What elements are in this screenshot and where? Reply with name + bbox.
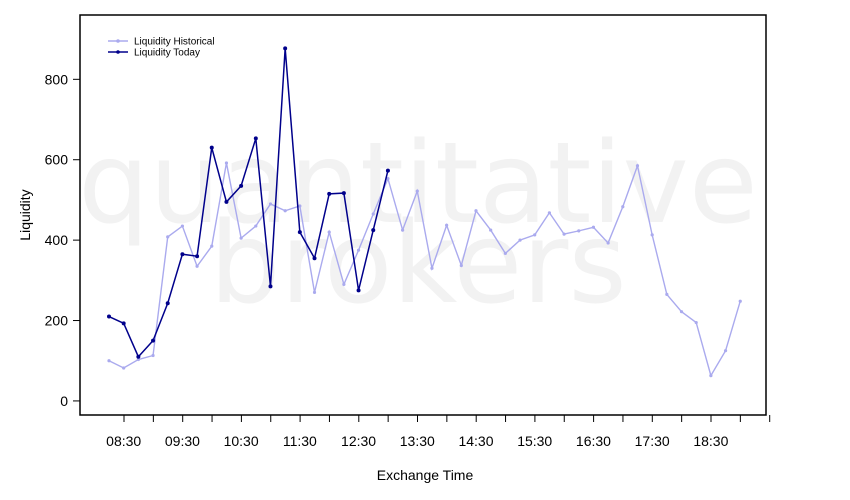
data-point (489, 228, 493, 232)
series-today (107, 46, 390, 359)
data-point (283, 46, 288, 51)
data-point (635, 164, 640, 168)
x-tick-label: 13:30 (400, 433, 435, 449)
data-point (312, 290, 317, 294)
data-point (195, 254, 200, 259)
data-point (151, 353, 155, 358)
data-point (165, 301, 170, 306)
data-point (533, 233, 537, 237)
data-point (166, 235, 170, 239)
data-point (298, 204, 302, 208)
y-axis-title: Liquidity (17, 189, 33, 240)
y-axis: 0 200 400 600 800 (45, 71, 80, 409)
watermark-line-1: quantitative (78, 119, 758, 249)
data-point (591, 225, 596, 229)
data-point (650, 233, 654, 237)
x-axis: 08:30 09:30 10:30 11:30 12:30 13:30 14:30 15:30… (106, 415, 771, 449)
data-point (606, 241, 610, 245)
data-point (107, 359, 111, 363)
data-point (694, 320, 698, 325)
data-point (268, 284, 273, 289)
data-point (371, 212, 375, 216)
data-point (210, 244, 214, 248)
data-point (341, 191, 346, 196)
y-tick-label: 600 (45, 152, 69, 168)
data-point (224, 199, 229, 204)
data-point (239, 236, 243, 240)
data-point (386, 177, 390, 181)
data-point (621, 205, 625, 209)
data-point (445, 223, 449, 227)
data-point (385, 168, 390, 173)
data-point (665, 292, 669, 296)
data-point (723, 349, 728, 353)
data-point (312, 256, 317, 261)
data-point (327, 191, 332, 196)
data-point (136, 354, 141, 359)
x-axis-title: Exchange Time (377, 467, 474, 483)
series-layer (107, 46, 742, 378)
data-point (283, 209, 287, 213)
data-point (577, 229, 581, 233)
x-tick-label: 08:30 (106, 433, 141, 449)
x-tick-label: 09:30 (165, 433, 200, 449)
data-point (136, 357, 140, 362)
data-point (356, 248, 361, 252)
y-tick-label: 400 (45, 232, 69, 248)
data-point (459, 263, 463, 268)
y-tick-label: 800 (45, 71, 69, 87)
data-point (474, 209, 478, 213)
plot-frame (79, 14, 767, 416)
data-point (709, 374, 713, 378)
x-tick-label: 17:30 (635, 433, 670, 449)
data-point (151, 338, 156, 343)
y-tick-label: 0 (60, 393, 68, 409)
data-point (342, 282, 346, 286)
data-point (107, 314, 111, 319)
data-point (503, 251, 507, 255)
legend-marker (116, 50, 120, 54)
data-point (239, 183, 244, 188)
x-tick-label: 16:30 (576, 433, 611, 449)
series-historical (107, 161, 742, 378)
x-tick-label: 12:30 (341, 433, 376, 449)
data-point (371, 228, 376, 233)
series-line (108, 162, 741, 378)
x-tick-label: 14:30 (458, 433, 493, 449)
data-point (253, 136, 258, 141)
data-point (268, 202, 273, 206)
data-point (679, 310, 684, 314)
data-point (180, 252, 185, 257)
data-point (518, 238, 522, 242)
data-point (224, 161, 229, 165)
data-point (122, 366, 126, 370)
x-tick-label: 15:30 (517, 433, 552, 449)
data-point (430, 266, 434, 270)
data-point (195, 264, 199, 268)
data-point (562, 232, 566, 236)
data-point (297, 230, 302, 235)
data-point (415, 189, 419, 193)
legend-label: Liquidity Today (134, 48, 200, 59)
x-tick-label: 18:30 (693, 433, 728, 449)
watermark-line-2: brokers (209, 199, 626, 329)
data-point (356, 288, 361, 293)
data-point (327, 230, 331, 234)
data-point (209, 145, 214, 150)
data-point (121, 321, 126, 326)
data-point (180, 224, 184, 228)
x-tick-label: 11:30 (283, 433, 317, 449)
data-point (254, 224, 258, 228)
series-line (108, 48, 389, 359)
legend-marker (116, 39, 120, 43)
legend-label: Liquidity Historical (134, 37, 215, 48)
data-point (401, 228, 405, 232)
y-tick-label: 200 (45, 313, 69, 329)
data-point (738, 299, 742, 303)
data-point (547, 211, 552, 215)
x-tick-label: 10:30 (224, 433, 259, 449)
